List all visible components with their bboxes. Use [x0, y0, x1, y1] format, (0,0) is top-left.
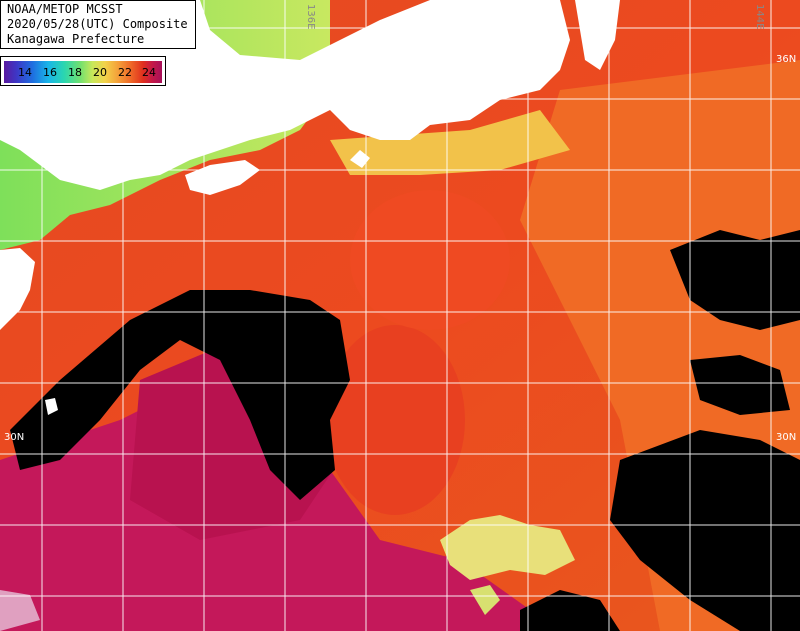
legend-tick: 22: [118, 66, 132, 79]
legend-color-bar: [4, 61, 162, 83]
cloud-mask-southeast: [610, 430, 800, 631]
cool-patch-south: [440, 515, 575, 580]
title-region: Kanagawa Prefecture: [7, 32, 145, 46]
legend-tick: 20: [93, 66, 107, 79]
cloud-patch-south: [520, 590, 620, 631]
legend-tick: 14: [18, 66, 32, 79]
map-title-box: NOAA/METOP MCSST 2020/05/28(UTC) Composi…: [0, 0, 196, 49]
coastal-shelf-water: [330, 110, 570, 175]
cloud-patch-east: [690, 355, 790, 415]
cloud-mask-east: [670, 230, 800, 330]
cloud-mask-west: [10, 290, 350, 500]
cool-patch-corner: [0, 590, 40, 631]
northern-eddy: [350, 190, 510, 330]
legend-tick: 24: [142, 66, 156, 79]
land-izu: [350, 150, 370, 168]
central-eddy: [325, 325, 465, 515]
title-date: 2020/05/28(UTC) Composite: [7, 17, 188, 31]
lat-label-30n-left: 30N: [4, 432, 25, 443]
lat-label-36n: 36N: [776, 54, 797, 65]
land-island: [45, 398, 58, 415]
lat-label-30n-right: 30N: [776, 432, 797, 443]
legend-tick: 18: [68, 66, 82, 79]
legend-tick: 16: [43, 66, 57, 79]
cool-patch-small: [470, 585, 500, 615]
title-source: NOAA/METOP MCSST: [7, 2, 123, 16]
temperature-legend: 14 16 18 20 22 24: [0, 56, 166, 86]
lon-label-144e: 144E: [754, 4, 765, 30]
lon-label-136e: 136E: [305, 4, 316, 30]
land-kyushu: [0, 248, 35, 330]
